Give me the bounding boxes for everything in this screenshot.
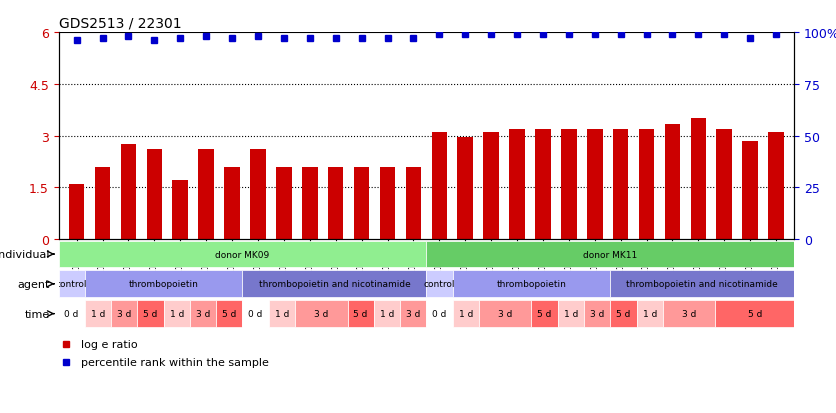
Text: 1 d: 1 d [91,309,105,318]
Text: 0 d: 0 d [64,309,79,318]
Text: thrombopoietin and nicotinamide: thrombopoietin and nicotinamide [258,280,410,289]
FancyBboxPatch shape [716,301,794,327]
FancyBboxPatch shape [400,301,426,327]
FancyBboxPatch shape [111,301,137,327]
Bar [768,133,784,240]
Bar [198,150,214,240]
Text: control: control [56,280,88,289]
Text: donor MK11: donor MK11 [584,250,637,259]
Text: 3 d: 3 d [590,309,604,318]
FancyBboxPatch shape [242,301,268,327]
Text: 3 d: 3 d [498,309,512,318]
Bar [354,167,370,240]
Text: 5 d: 5 d [354,309,368,318]
FancyBboxPatch shape [374,301,400,327]
Text: 5 d: 5 d [222,309,237,318]
Text: 1 d: 1 d [563,309,578,318]
Text: 3 d: 3 d [682,309,696,318]
FancyBboxPatch shape [295,301,348,327]
Bar [276,167,292,240]
FancyBboxPatch shape [558,301,584,327]
Bar [69,185,84,240]
Text: thrombopoietin: thrombopoietin [129,280,199,289]
FancyBboxPatch shape [268,301,295,327]
Text: 3 d: 3 d [117,309,131,318]
Bar [535,129,551,240]
Text: control: control [424,280,456,289]
FancyBboxPatch shape [426,301,452,327]
Bar [561,129,577,240]
FancyBboxPatch shape [164,301,190,327]
FancyBboxPatch shape [426,241,794,268]
Bar [94,167,110,240]
FancyBboxPatch shape [348,301,374,327]
Text: agent: agent [18,279,50,289]
Text: 1 d: 1 d [459,309,473,318]
Bar [328,167,344,240]
Text: 5 d: 5 d [143,309,158,318]
Bar [224,167,240,240]
FancyBboxPatch shape [84,271,242,297]
Bar [742,142,758,240]
Bar [146,150,162,240]
FancyBboxPatch shape [636,301,663,327]
Bar [587,129,603,240]
Bar [483,133,499,240]
Bar [380,167,395,240]
Bar [457,138,473,240]
FancyBboxPatch shape [610,301,636,327]
Bar [405,167,421,240]
FancyBboxPatch shape [479,301,532,327]
Text: log e ratio: log e ratio [80,339,137,349]
Text: individual: individual [0,249,50,259]
FancyBboxPatch shape [426,271,452,297]
FancyBboxPatch shape [663,301,716,327]
Text: GDS2513 / 22301: GDS2513 / 22301 [59,17,181,31]
Text: 1 d: 1 d [275,309,289,318]
FancyBboxPatch shape [84,301,111,327]
Bar [302,167,318,240]
FancyBboxPatch shape [59,241,426,268]
Bar [716,129,732,240]
Bar [639,129,655,240]
Text: 3 d: 3 d [314,309,329,318]
Bar [665,124,681,240]
Text: 3 d: 3 d [196,309,210,318]
Bar [509,129,525,240]
Text: thrombopoietin and nicotinamide: thrombopoietin and nicotinamide [626,280,778,289]
FancyBboxPatch shape [59,301,84,327]
Bar [250,150,266,240]
Bar [431,133,447,240]
FancyBboxPatch shape [452,271,610,297]
Bar [120,145,136,240]
FancyBboxPatch shape [190,301,217,327]
FancyBboxPatch shape [610,271,794,297]
Text: donor MK09: donor MK09 [216,250,269,259]
FancyBboxPatch shape [452,301,479,327]
Text: 1 d: 1 d [643,309,657,318]
FancyBboxPatch shape [217,301,242,327]
Text: 0 d: 0 d [248,309,263,318]
Bar [172,181,188,240]
Text: 5 d: 5 d [538,309,552,318]
Text: 5 d: 5 d [616,309,630,318]
Text: thrombopoietin: thrombopoietin [497,280,567,289]
Bar [613,129,629,240]
FancyBboxPatch shape [242,271,426,297]
FancyBboxPatch shape [137,301,164,327]
FancyBboxPatch shape [584,301,610,327]
Text: percentile rank within the sample: percentile rank within the sample [80,358,268,368]
FancyBboxPatch shape [59,271,84,297]
Text: 1 d: 1 d [380,309,394,318]
Bar [691,119,706,240]
Text: time: time [24,309,50,319]
Text: 5 d: 5 d [747,309,762,318]
Text: 0 d: 0 d [432,309,446,318]
Text: 1 d: 1 d [170,309,184,318]
Text: 3 d: 3 d [406,309,421,318]
FancyBboxPatch shape [532,301,558,327]
